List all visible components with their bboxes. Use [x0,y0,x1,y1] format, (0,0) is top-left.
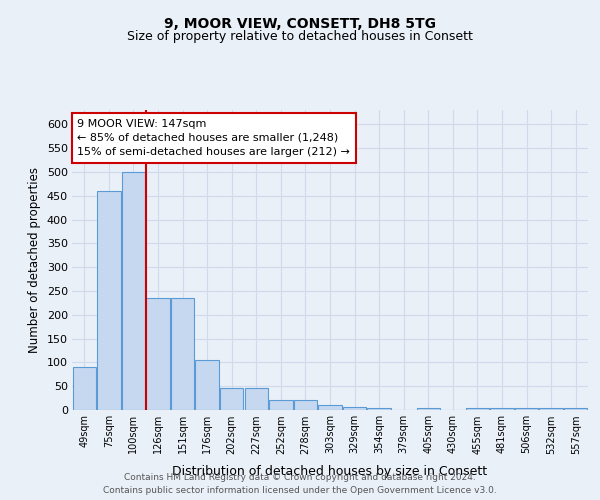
Y-axis label: Number of detached properties: Number of detached properties [28,167,41,353]
X-axis label: Distribution of detached houses by size in Consett: Distribution of detached houses by size … [172,465,488,478]
Bar [73,367,96,410]
Bar [319,405,341,410]
Text: 9, MOOR VIEW, CONSETT, DH8 5TG: 9, MOOR VIEW, CONSETT, DH8 5TG [164,18,436,32]
Text: Contains HM Land Registry data © Crown copyright and database right 2024.
Contai: Contains HM Land Registry data © Crown c… [103,474,497,495]
Bar [564,408,587,410]
Bar [367,408,391,410]
Bar [146,298,170,410]
Bar [196,360,219,410]
Text: Size of property relative to detached houses in Consett: Size of property relative to detached ho… [127,30,473,43]
Bar [97,191,121,410]
Bar [539,408,563,410]
Bar [294,400,317,410]
Bar [122,172,145,410]
Bar [466,408,489,410]
Bar [171,298,194,410]
Bar [515,408,538,410]
Bar [343,406,366,410]
Text: 9 MOOR VIEW: 147sqm
← 85% of detached houses are smaller (1,248)
15% of semi-det: 9 MOOR VIEW: 147sqm ← 85% of detached ho… [77,119,350,157]
Bar [220,388,244,410]
Bar [245,388,268,410]
Bar [416,408,440,410]
Bar [269,400,293,410]
Bar [490,408,514,410]
